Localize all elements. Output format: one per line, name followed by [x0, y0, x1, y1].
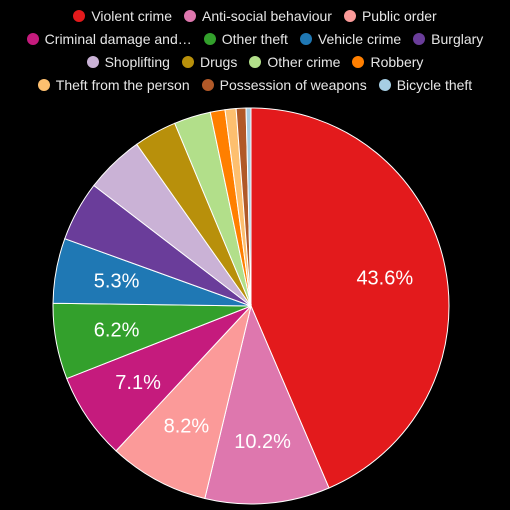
legend-label: Vehicle crime — [317, 30, 402, 47]
legend-item[interactable]: Bicycle theft — [378, 76, 473, 93]
legend-label: Shoplifting — [104, 53, 170, 70]
legend-row: Theft from the person Possession of weapo… — [0, 73, 510, 96]
legend-label: Other theft — [221, 30, 288, 47]
legend-label: Burglary — [431, 30, 484, 47]
slice-data-label: 10.2% — [234, 431, 291, 453]
legend-row: Shoplifting Drugs Other crime Robbery — [0, 50, 510, 73]
legend-swatch — [201, 78, 214, 91]
pie-slice[interactable] — [245, 107, 252, 307]
legend-item[interactable]: Anti-social behaviour — [184, 8, 332, 24]
legend-swatch — [343, 9, 356, 22]
legend-swatch — [37, 78, 50, 91]
pie-slice[interactable] — [204, 304, 330, 505]
legend-item[interactable]: Possession of weapons — [201, 76, 367, 93]
legend-label: Violent crime — [91, 7, 172, 24]
legend-item[interactable]: Robbery — [352, 54, 423, 70]
legend-swatch — [26, 32, 39, 45]
legend-item[interactable]: Other crime — [249, 54, 340, 70]
slice-data-label: 43.6% — [356, 268, 413, 290]
legend-label: Public order — [361, 7, 437, 24]
legend-item[interactable]: Criminal damage and… — [26, 30, 192, 47]
legend-item[interactable]: Shoplifting — [86, 53, 170, 70]
legend-row: Violent crime Anti-social behaviour Public… — [0, 4, 510, 27]
legend-label: Anti-social behaviour — [202, 7, 332, 24]
legend-item[interactable]: Vehicle crime — [299, 30, 402, 47]
legend-swatch — [181, 55, 194, 68]
pie-slice[interactable] — [250, 107, 450, 489]
legend-label: Other crime — [267, 53, 341, 70]
legend-item[interactable]: Burglary — [413, 31, 483, 47]
legend-label: Criminal damage and… — [44, 30, 192, 47]
legend-label: Drugs — [199, 53, 238, 70]
legend-swatch — [184, 9, 196, 22]
legend-swatch — [299, 32, 312, 45]
legend-swatch — [413, 32, 426, 45]
legend-label: Theft from the person — [55, 76, 190, 93]
legend-item[interactable]: Theft from the person — [37, 76, 190, 93]
legend-item[interactable]: Other theft — [203, 30, 288, 47]
pie-slice[interactable] — [115, 304, 252, 500]
slice-data-label: 6.2% — [94, 320, 140, 342]
legend-item[interactable]: Public order — [343, 7, 437, 24]
legend-swatch — [249, 55, 262, 68]
slice-data-label: 8.2% — [164, 415, 210, 437]
legend-label: Robbery — [370, 53, 424, 70]
legend: Violent crime Anti-social behaviour Public… — [0, 0, 510, 100]
legend-swatch — [352, 55, 365, 68]
legend-row: Criminal damage and… Other theft Vehicle c… — [0, 27, 510, 50]
legend-swatch — [73, 9, 86, 22]
legend-item[interactable]: Violent crime — [73, 8, 172, 24]
legend-swatch — [378, 78, 391, 91]
slice-data-label: 5.3% — [94, 271, 140, 293]
legend-label: Bicycle theft — [396, 76, 473, 93]
slice-data-label: 7.1% — [115, 372, 161, 394]
legend-swatch — [86, 55, 99, 68]
legend-item[interactable]: Drugs — [181, 53, 238, 70]
legend-label: Possession of weapons — [219, 76, 367, 93]
legend-swatch — [203, 32, 216, 45]
